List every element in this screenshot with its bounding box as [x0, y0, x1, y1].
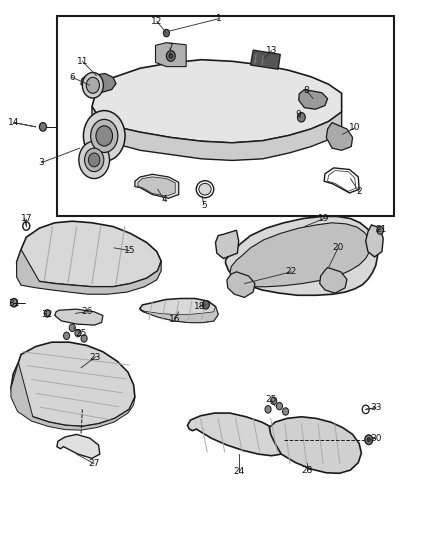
Ellipse shape — [377, 227, 384, 235]
Polygon shape — [57, 434, 100, 458]
Text: 11: 11 — [77, 57, 88, 66]
Ellipse shape — [86, 77, 99, 93]
Polygon shape — [139, 306, 218, 322]
Text: 22: 22 — [286, 268, 297, 276]
Ellipse shape — [199, 183, 211, 195]
Ellipse shape — [75, 329, 81, 337]
Ellipse shape — [96, 126, 113, 146]
Polygon shape — [92, 107, 342, 160]
Polygon shape — [215, 230, 239, 259]
Text: 7: 7 — [167, 44, 173, 52]
Ellipse shape — [44, 310, 50, 317]
Ellipse shape — [39, 123, 46, 131]
Text: 14: 14 — [8, 118, 20, 127]
Text: 31: 31 — [8, 300, 20, 308]
Ellipse shape — [69, 324, 75, 332]
Ellipse shape — [88, 153, 100, 167]
Polygon shape — [81, 74, 116, 93]
Text: 21: 21 — [375, 225, 387, 233]
Text: 15: 15 — [124, 246, 135, 255]
Text: 19: 19 — [318, 214, 330, 223]
Ellipse shape — [265, 406, 271, 413]
Polygon shape — [320, 268, 347, 293]
Ellipse shape — [64, 332, 70, 340]
Polygon shape — [138, 177, 175, 196]
Text: 20: 20 — [332, 244, 344, 252]
Polygon shape — [92, 60, 342, 143]
Text: 5: 5 — [201, 201, 207, 209]
Polygon shape — [226, 216, 378, 295]
Text: 26: 26 — [81, 308, 92, 316]
Polygon shape — [135, 174, 179, 198]
Polygon shape — [140, 298, 218, 322]
Ellipse shape — [82, 72, 103, 98]
Text: 33: 33 — [370, 403, 381, 412]
Polygon shape — [251, 50, 280, 69]
Polygon shape — [17, 221, 161, 287]
Ellipse shape — [163, 29, 170, 37]
Text: 4: 4 — [162, 196, 167, 204]
Polygon shape — [155, 43, 186, 67]
Text: 8: 8 — [304, 86, 310, 95]
Polygon shape — [366, 225, 383, 257]
Polygon shape — [269, 417, 361, 473]
Polygon shape — [11, 342, 135, 426]
Text: 25: 25 — [76, 329, 87, 337]
Polygon shape — [326, 123, 353, 150]
Text: 6: 6 — [69, 73, 75, 82]
Text: 25: 25 — [265, 395, 276, 404]
Ellipse shape — [91, 119, 118, 152]
Ellipse shape — [83, 111, 125, 161]
Ellipse shape — [169, 53, 173, 58]
Text: 13: 13 — [266, 46, 277, 55]
Text: 12: 12 — [151, 17, 162, 26]
Text: 24: 24 — [233, 467, 244, 476]
Ellipse shape — [85, 148, 104, 172]
Ellipse shape — [283, 408, 289, 415]
Polygon shape — [17, 249, 161, 294]
Ellipse shape — [297, 112, 305, 122]
Text: 18: 18 — [194, 302, 205, 311]
Ellipse shape — [367, 438, 371, 442]
Polygon shape — [187, 413, 286, 456]
Text: 28: 28 — [301, 466, 312, 474]
Polygon shape — [230, 223, 370, 287]
Ellipse shape — [271, 397, 277, 405]
Text: 2: 2 — [357, 188, 362, 196]
Ellipse shape — [365, 435, 373, 445]
Text: 27: 27 — [88, 459, 100, 468]
Text: 10: 10 — [349, 124, 360, 132]
Text: 30: 30 — [370, 434, 381, 442]
Ellipse shape — [166, 51, 175, 61]
Text: 1: 1 — [216, 14, 222, 23]
Polygon shape — [299, 90, 328, 109]
Ellipse shape — [202, 301, 209, 309]
Text: 3: 3 — [39, 158, 45, 167]
Text: 32: 32 — [42, 310, 53, 319]
Text: 23: 23 — [90, 353, 101, 361]
Text: 9: 9 — [295, 110, 301, 119]
Ellipse shape — [81, 335, 87, 342]
Polygon shape — [11, 362, 135, 430]
Polygon shape — [227, 272, 255, 297]
Text: 16: 16 — [169, 316, 180, 324]
Polygon shape — [55, 309, 103, 325]
Text: 17: 17 — [21, 214, 32, 223]
Ellipse shape — [11, 298, 18, 307]
Ellipse shape — [276, 402, 283, 410]
Ellipse shape — [79, 141, 110, 179]
